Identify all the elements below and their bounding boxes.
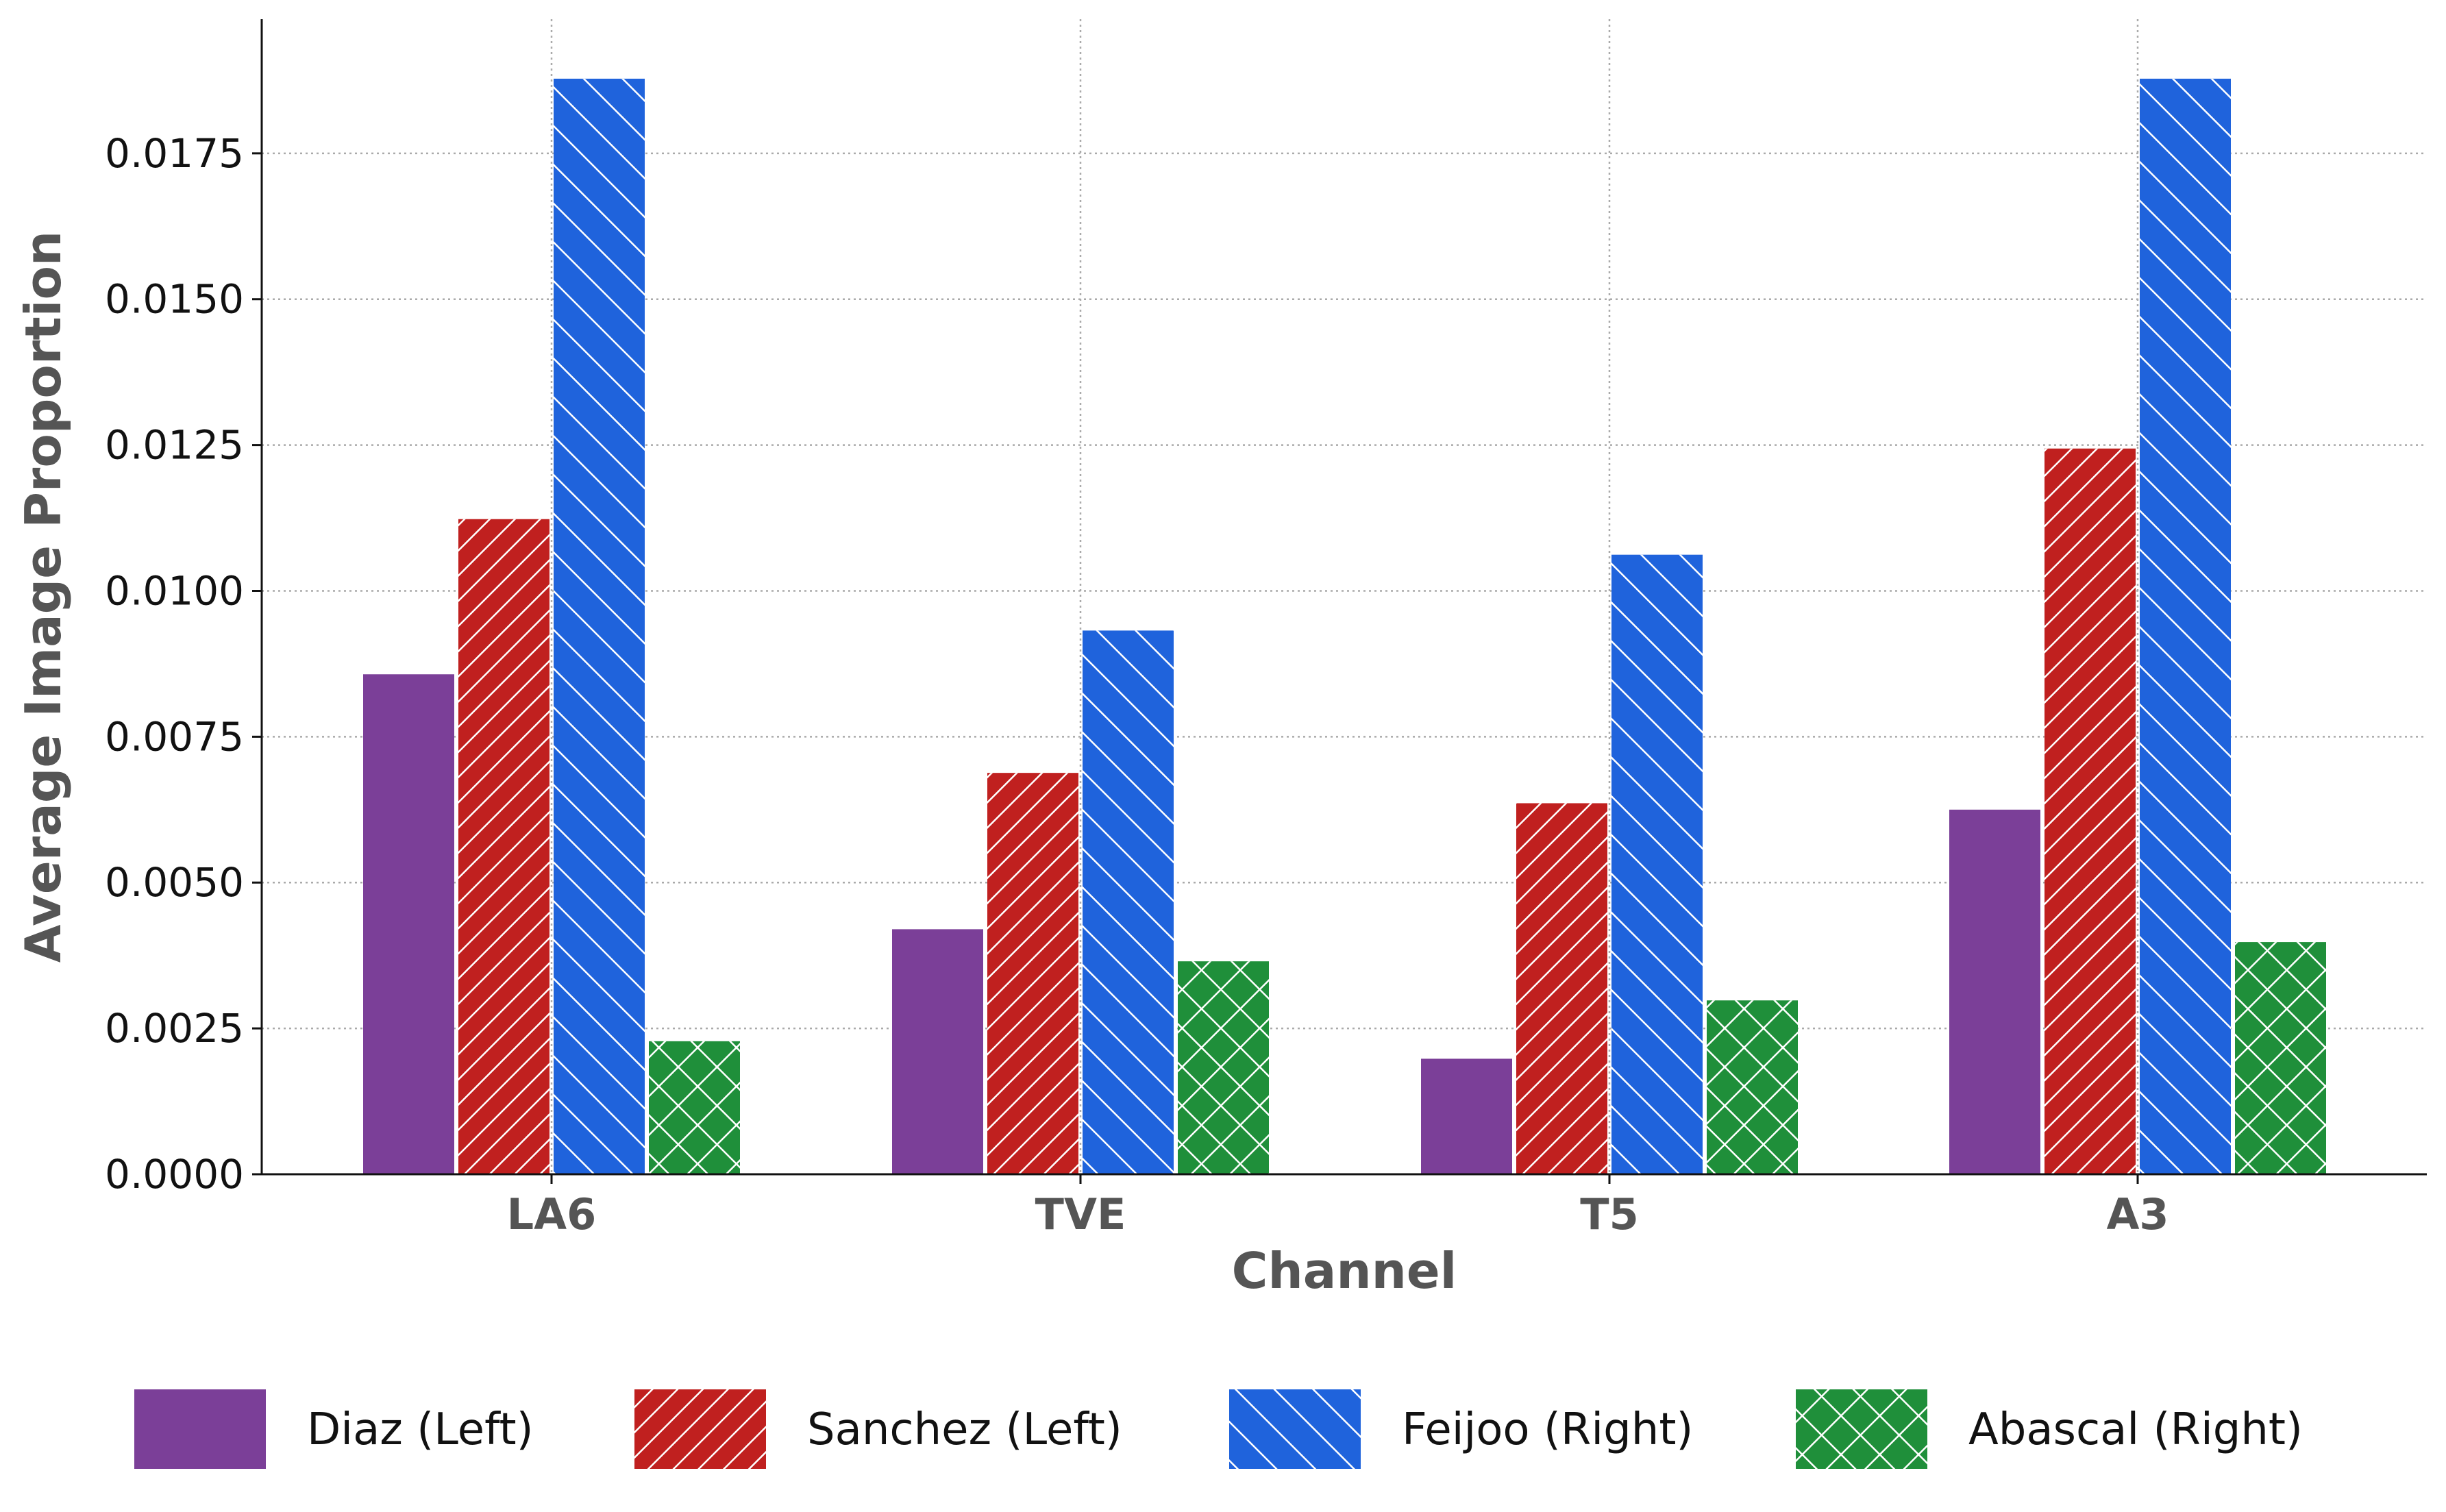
bar-hatch — [2235, 942, 2326, 1174]
tick-labels: 0.0000 0.0025 0.0050 0.0075 0.0100 0.0125 0.01… — [105, 130, 2169, 1239]
legend: Diaz (Left) Sanchez (Left) Feijoo (Right) A… — [134, 1389, 2303, 1469]
legend-swatch — [134, 1389, 266, 1469]
x-tick-label: TVE — [1035, 1189, 1126, 1239]
legend-swatch-hatch — [1229, 1389, 1361, 1469]
legend-swatch-hatch — [634, 1389, 766, 1469]
legend-item: Sanchez (Left) — [634, 1389, 1122, 1469]
bar-diaz-la6 — [363, 674, 454, 1174]
x-tick-label: A3 — [2106, 1189, 2169, 1239]
bar-hatch — [987, 773, 1078, 1174]
legend-item: Abascal (Right) — [1796, 1389, 2303, 1469]
y-tick-label: 0.0050 — [105, 859, 244, 906]
bar-hatch — [458, 519, 549, 1174]
bar-diaz-tve — [892, 929, 983, 1174]
bar-diaz-t5 — [1421, 1058, 1512, 1174]
bar-hatch — [2140, 78, 2231, 1175]
x-tick-label: T5 — [1580, 1189, 1638, 1239]
y-tick-label: 0.0125 — [105, 422, 244, 469]
bars — [363, 78, 2326, 1175]
y-tick-label: 0.0175 — [105, 130, 244, 177]
legend-label: Diaz (Left) — [307, 1404, 534, 1455]
bar-hatch — [1707, 1000, 1798, 1174]
y-tick-label: 0.0100 — [105, 567, 244, 614]
legend-label: Sanchez (Left) — [807, 1404, 1122, 1455]
legend-swatch-hatch — [1796, 1389, 1927, 1469]
x-axis-title: Channel — [1232, 1242, 1457, 1300]
axes — [260, 19, 2427, 1176]
legend-label: Abascal (Right) — [1968, 1404, 2303, 1455]
y-tick-label: 0.0075 — [105, 713, 244, 760]
bar-hatch — [554, 78, 645, 1175]
x-tick-label: LA6 — [507, 1189, 597, 1239]
bar-hatch — [1611, 554, 1703, 1174]
legend-item: Diaz (Left) — [134, 1389, 534, 1469]
y-axis-title: Average Image Proportion — [14, 231, 72, 963]
bar-hatch — [649, 1041, 740, 1174]
legend-item: Feijoo (Right) — [1229, 1389, 1693, 1469]
bar-diaz-a3 — [1949, 809, 2040, 1174]
bar-hatch — [1516, 803, 1607, 1174]
y-tick-label: 0.0025 — [105, 1005, 244, 1052]
legend-label: Feijoo (Right) — [1402, 1404, 1693, 1455]
bar-hatch — [1083, 630, 1174, 1174]
bar-hatch — [2044, 448, 2136, 1175]
y-tick-label: 0.0000 — [105, 1151, 244, 1198]
y-tick-label: 0.0150 — [105, 276, 244, 323]
bar-hatch — [1178, 961, 1269, 1174]
